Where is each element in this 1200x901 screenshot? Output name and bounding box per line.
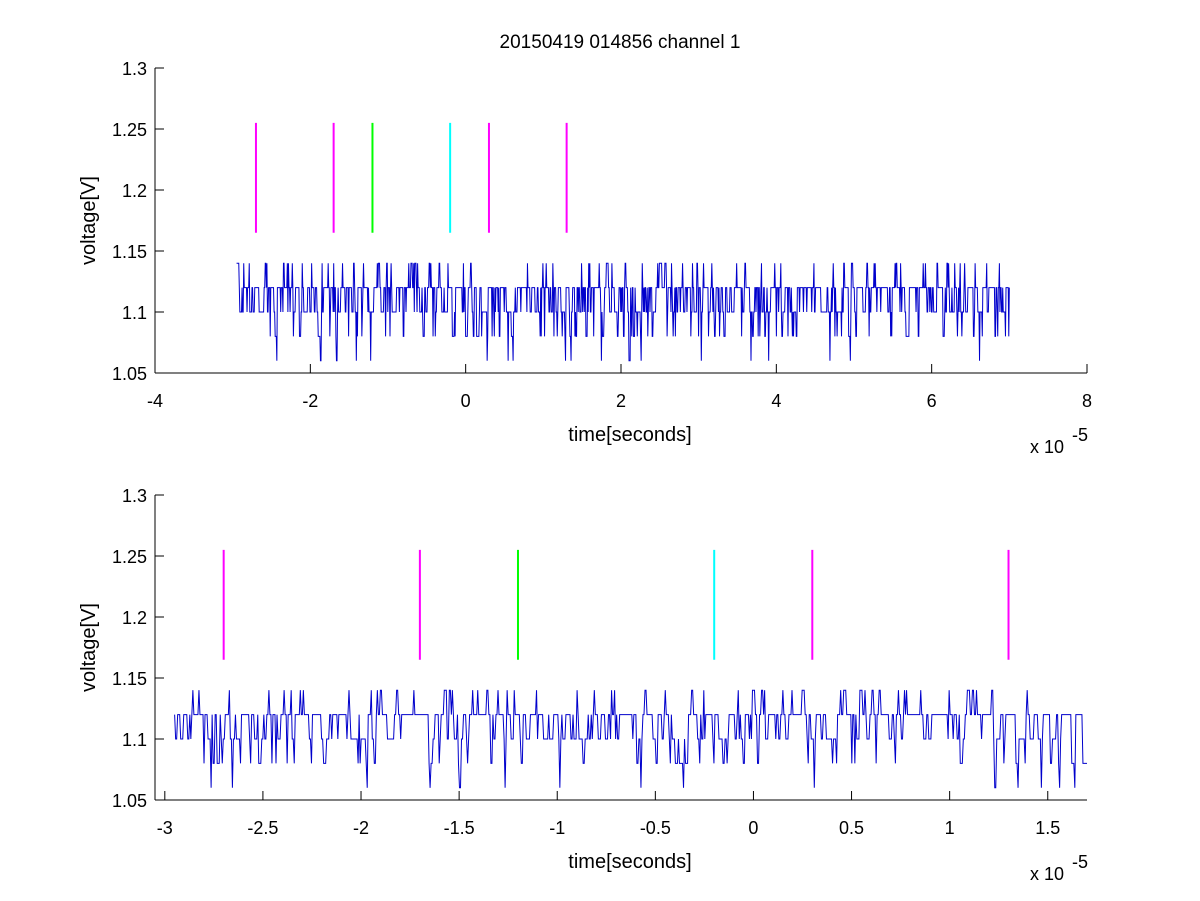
figure-title: 20150419 014856 channel 1 (500, 32, 741, 53)
x-multiplier-exponent: -5 (1072, 425, 1088, 445)
x-axis-label: time[seconds] (568, 851, 691, 873)
x-tick-label-9: 1.5 (1035, 818, 1060, 838)
y-tick-label-5: 1.3 (122, 486, 147, 506)
x-tick-label-7: 0.5 (839, 818, 864, 838)
x-multiplier-label: x 10 (1030, 437, 1064, 457)
y-tick-label-5: 1.3 (122, 59, 147, 79)
y-axis-label: voltage[V] (78, 176, 100, 265)
y-tick-label-2: 1.15 (112, 242, 147, 262)
x-axis-label: time[seconds] (568, 424, 691, 446)
x-multiplier-label: x 10 (1030, 864, 1064, 884)
y-axis-label: voltage[V] (78, 603, 100, 692)
x-tick-label-3: 2 (616, 391, 626, 411)
x-tick-label-2: 0 (461, 391, 471, 411)
y-tick-label-3: 1.2 (122, 608, 147, 628)
y-tick-label-4: 1.25 (112, 547, 147, 567)
y-tick-label-0: 1.05 (112, 364, 147, 384)
x-tick-label-6: 0 (748, 818, 758, 838)
y-tick-label-1: 1.1 (122, 303, 147, 323)
x-tick-label-3: -1.5 (444, 818, 475, 838)
bottom-subplot: -3 -2.5 -2 -1.5 -1 -0.5 0 0.5 1 1.5 1.05 1.1 1.15 1.2… (78, 486, 1088, 884)
x-tick-label-1: -2.5 (247, 818, 278, 838)
signal-trace (174, 689, 1087, 789)
y-tick-label-2: 1.15 (112, 669, 147, 689)
x-tick-label-0: -3 (157, 818, 173, 838)
top-subplot: -4 -2 0 2 4 6 8 1.05 1.1 1.15 1.2 1.25 1.3 time[secon… (78, 59, 1092, 457)
x-tick-label-1: -2 (302, 391, 318, 411)
y-tick-label-4: 1.25 (112, 120, 147, 140)
x-tick-label-0: -4 (147, 391, 163, 411)
y-tick-label-0: 1.05 (112, 791, 147, 811)
x-tick-label-4: -1 (549, 818, 565, 838)
x-tick-label-2: -2 (353, 818, 369, 838)
x-multiplier-exponent: -5 (1072, 852, 1088, 872)
x-tick-label-5: 6 (927, 391, 937, 411)
signal-trace (236, 262, 1010, 362)
x-tick-label-5: -0.5 (640, 818, 671, 838)
y-tick-label-1: 1.1 (122, 730, 147, 750)
y-tick-label-3: 1.2 (122, 181, 147, 201)
x-tick-label-6: 8 (1082, 391, 1092, 411)
x-tick-label-8: 1 (945, 818, 955, 838)
x-tick-label-4: 4 (771, 391, 781, 411)
